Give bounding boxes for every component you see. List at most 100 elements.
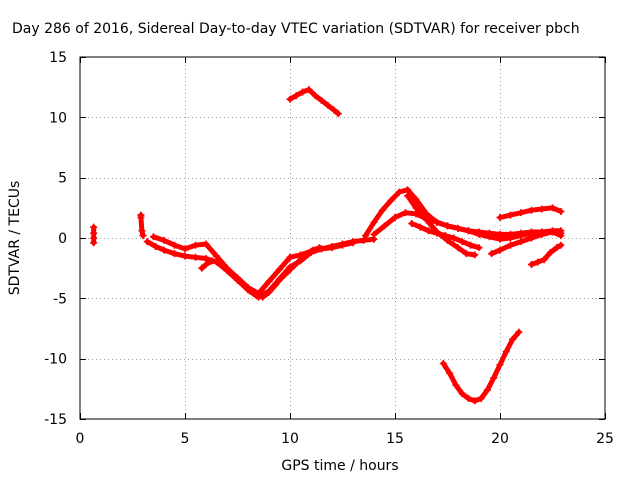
data-point <box>152 242 160 250</box>
series-arc-l <box>496 204 565 221</box>
data-point <box>234 275 241 283</box>
data-point <box>441 232 449 240</box>
data-point <box>534 258 542 266</box>
x-tick-label: 0 <box>76 431 85 447</box>
data-point <box>446 369 454 377</box>
series-arc-a <box>90 223 98 247</box>
data-point <box>330 106 338 114</box>
data-point <box>328 244 336 252</box>
x-tick-label: 20 <box>491 431 509 447</box>
data-point <box>240 281 248 289</box>
data-point <box>391 213 399 221</box>
data-point <box>259 293 267 301</box>
data-point <box>349 239 357 247</box>
data-point <box>507 241 514 249</box>
data-point <box>305 86 313 94</box>
data-point <box>471 397 479 405</box>
series-arc-b <box>137 211 147 240</box>
data-point <box>297 256 304 264</box>
data-point <box>227 269 235 277</box>
data-point <box>315 244 323 252</box>
x-tick-label: 25 <box>596 431 614 447</box>
data-point <box>318 96 325 104</box>
data-point <box>90 239 98 247</box>
data-point <box>528 234 535 242</box>
data-point <box>439 359 447 367</box>
data-point <box>475 244 483 252</box>
data-point <box>192 253 199 261</box>
data-point <box>181 252 189 260</box>
y-tick-label: -5 <box>53 291 67 307</box>
x-tick-label: 15 <box>386 431 404 447</box>
data-point <box>528 261 535 269</box>
data-point <box>202 261 210 269</box>
data-point <box>252 292 260 300</box>
data-point <box>507 234 514 242</box>
y-tick-label: 15 <box>49 50 67 66</box>
data-point <box>171 250 178 258</box>
data-point <box>378 206 386 214</box>
data-point <box>549 204 556 212</box>
data-point <box>143 238 151 246</box>
data-point <box>557 241 565 249</box>
data-point <box>454 224 462 232</box>
data-point <box>246 287 254 295</box>
data-point <box>408 220 416 228</box>
y-tick-label: 10 <box>49 110 67 126</box>
data-point <box>412 204 420 212</box>
data-point <box>517 238 525 246</box>
data-point <box>286 253 294 261</box>
data-series <box>90 86 565 405</box>
data-point <box>370 218 378 226</box>
data-point <box>284 268 292 276</box>
data-point <box>276 265 283 273</box>
data-point <box>549 228 556 236</box>
data-point <box>299 88 307 96</box>
data-point <box>490 374 498 382</box>
data-point <box>395 188 403 196</box>
data-point <box>137 213 145 221</box>
data-point <box>465 227 472 235</box>
data-point <box>181 245 189 253</box>
data-point <box>90 223 98 231</box>
data-point <box>425 227 433 235</box>
data-point <box>467 241 475 249</box>
y-tick-label: -10 <box>44 352 67 368</box>
data-point <box>507 211 514 219</box>
data-point <box>339 241 346 249</box>
y-axis-label: SDTVAR / TECUs <box>7 181 23 296</box>
data-point <box>509 335 517 343</box>
data-point <box>303 251 311 259</box>
data-point <box>404 192 412 200</box>
data-point <box>150 233 157 241</box>
data-point <box>370 230 378 238</box>
series-arc-e <box>198 244 323 301</box>
data-point <box>404 186 412 194</box>
data-point <box>360 236 367 244</box>
data-point <box>160 246 168 254</box>
data-point <box>528 206 535 214</box>
data-point <box>496 361 504 369</box>
data-point <box>309 246 317 254</box>
data-point <box>452 381 460 389</box>
chart-title: Day 286 of 2016, Sidereal Day-to-day VTE… <box>12 21 580 37</box>
data-point <box>265 288 273 296</box>
data-point <box>215 258 223 266</box>
series-arc-k <box>488 228 565 258</box>
data-point <box>475 230 483 238</box>
y-tick-label: -15 <box>44 412 67 428</box>
data-point <box>477 394 485 402</box>
data-point <box>557 232 565 240</box>
data-point <box>198 264 206 272</box>
data-point <box>546 248 554 256</box>
series-arc-j <box>408 220 483 252</box>
data-point <box>213 252 220 260</box>
data-point <box>540 256 548 264</box>
data-point <box>139 232 147 240</box>
x-tick-label: 10 <box>281 431 299 447</box>
data-point <box>517 232 525 240</box>
data-point <box>557 207 565 215</box>
data-point <box>324 101 332 109</box>
data-point <box>271 281 279 289</box>
